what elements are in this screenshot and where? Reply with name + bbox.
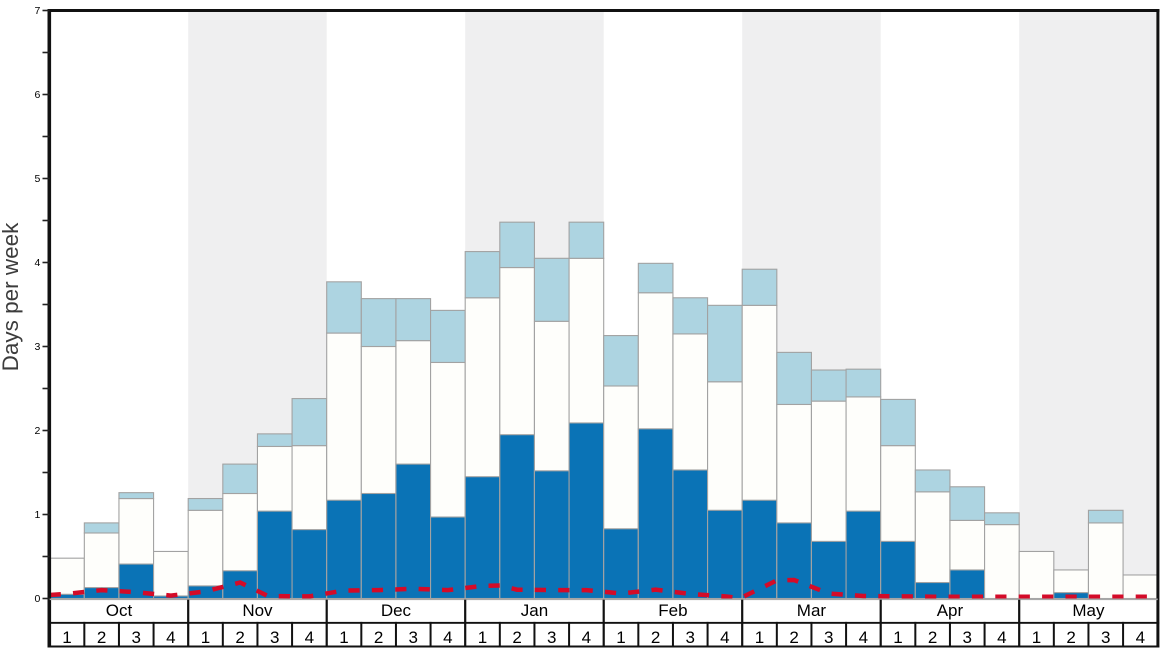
svg-text:2: 2 (789, 628, 798, 647)
svg-text:4: 4 (305, 628, 314, 647)
svg-text:3: 3 (270, 628, 279, 647)
svg-text:7: 7 (35, 5, 41, 17)
svg-text:1: 1 (201, 628, 210, 647)
svg-text:3: 3 (824, 628, 833, 647)
svg-text:Oct: Oct (106, 601, 133, 620)
svg-text:0: 0 (35, 593, 41, 605)
svg-text:May: May (1072, 601, 1105, 620)
svg-text:3: 3 (547, 628, 556, 647)
svg-text:Days per week: Days per week (0, 222, 23, 372)
svg-text:3: 3 (35, 341, 41, 353)
svg-text:5: 5 (35, 173, 41, 185)
svg-text:2: 2 (651, 628, 660, 647)
svg-text:2: 2 (374, 628, 383, 647)
svg-text:3: 3 (686, 628, 695, 647)
svg-text:3: 3 (963, 628, 972, 647)
svg-text:4: 4 (582, 628, 591, 647)
svg-text:3: 3 (1101, 628, 1110, 647)
svg-text:1: 1 (893, 628, 902, 647)
svg-text:Apr: Apr (937, 601, 964, 620)
svg-text:2: 2 (512, 628, 521, 647)
svg-text:3: 3 (409, 628, 418, 647)
svg-text:2: 2 (97, 628, 106, 647)
svg-text:2: 2 (235, 628, 244, 647)
svg-text:Feb: Feb (658, 601, 687, 620)
svg-text:2: 2 (35, 425, 41, 437)
svg-text:1: 1 (478, 628, 487, 647)
svg-text:1: 1 (339, 628, 348, 647)
svg-text:1: 1 (62, 628, 71, 647)
svg-text:4: 4 (1136, 628, 1145, 647)
svg-text:4: 4 (859, 628, 868, 647)
svg-text:4: 4 (35, 257, 41, 269)
svg-text:2: 2 (928, 628, 937, 647)
svg-text:4: 4 (166, 628, 175, 647)
svg-text:1: 1 (616, 628, 625, 647)
svg-text:3: 3 (132, 628, 141, 647)
svg-text:Dec: Dec (381, 601, 412, 620)
svg-text:4: 4 (720, 628, 729, 647)
svg-text:1: 1 (755, 628, 764, 647)
svg-text:1: 1 (1032, 628, 1041, 647)
svg-text:4: 4 (443, 628, 452, 647)
svg-text:Mar: Mar (797, 601, 827, 620)
svg-text:Jan: Jan (521, 601, 548, 620)
svg-text:Nov: Nov (242, 601, 273, 620)
svg-text:4: 4 (997, 628, 1006, 647)
svg-text:6: 6 (35, 89, 41, 101)
svg-text:2: 2 (1066, 628, 1075, 647)
svg-text:1: 1 (35, 509, 41, 521)
